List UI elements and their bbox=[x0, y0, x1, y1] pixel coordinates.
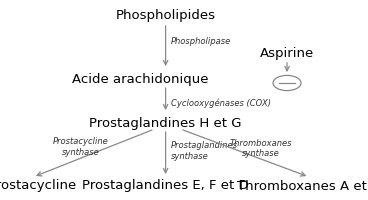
Text: Acide arachidonique: Acide arachidonique bbox=[72, 73, 208, 86]
Text: Prostacycline
synthase: Prostacycline synthase bbox=[53, 137, 109, 157]
Text: Prostaglandines
synthase: Prostaglandines synthase bbox=[171, 141, 238, 161]
Text: Phospholipase: Phospholipase bbox=[171, 36, 231, 46]
Text: Thromboxanes
synthase: Thromboxanes synthase bbox=[230, 139, 293, 158]
Text: Thromboxanes A et B: Thromboxanes A et B bbox=[237, 180, 368, 192]
Text: Cyclooxygénases (COX): Cyclooxygénases (COX) bbox=[171, 98, 271, 108]
Text: Prostaglandines E, F et D: Prostaglandines E, F et D bbox=[82, 180, 249, 192]
Text: Phospholipides: Phospholipides bbox=[116, 9, 216, 22]
Text: Prostaglandines H et G: Prostaglandines H et G bbox=[89, 117, 242, 130]
Text: Prostacycline: Prostacycline bbox=[0, 180, 77, 192]
Text: Aspirine: Aspirine bbox=[260, 47, 314, 60]
